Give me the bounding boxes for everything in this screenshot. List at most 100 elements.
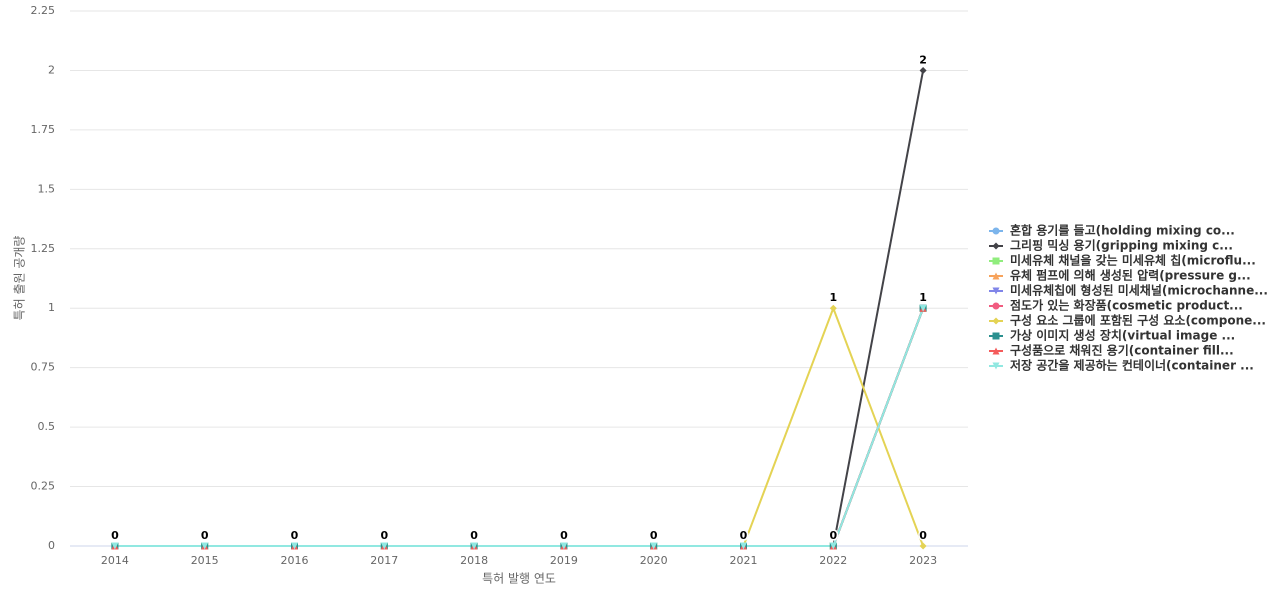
data-point [560, 542, 568, 550]
x-tick-label: 2023 [909, 554, 937, 567]
data-label: 0 [380, 529, 388, 542]
y-tick-label: 0.75 [31, 361, 56, 374]
data-label: 0 [650, 529, 658, 542]
data-point [470, 542, 478, 550]
data-label: 0 [470, 529, 478, 542]
data-label: 0 [380, 529, 388, 542]
data-label: 0 [560, 529, 568, 542]
data-label: 0 [201, 529, 209, 542]
data-label: 0 [560, 529, 568, 542]
data-point [291, 542, 298, 550]
y-tick-label: 2 [48, 63, 55, 76]
data-point [740, 542, 747, 550]
data-label: 0 [829, 529, 837, 542]
data-point [829, 542, 837, 550]
data-point [201, 542, 209, 550]
data-label: 0 [201, 529, 209, 542]
legend-item[interactable]: 그리핑 믹싱 용기(gripping mixing c... [989, 238, 1233, 253]
legend-label: 유체 펌프에 의해 생성된 압력(pressure g... [1010, 268, 1251, 283]
legend-item[interactable]: 가상 이미지 생성 장치(virtual image ... [989, 328, 1235, 343]
y-tick-label: 0.5 [38, 420, 56, 433]
y-tick-label: 1.5 [38, 182, 56, 195]
data-label: 0 [201, 529, 209, 542]
data-label: 0 [291, 529, 299, 542]
data-label: 0 [650, 529, 658, 542]
data-label: 0 [380, 529, 388, 542]
data-label: 0 [201, 529, 209, 542]
data-label: 0 [740, 529, 748, 542]
data-label: 0 [470, 529, 478, 542]
data-label: 0 [829, 529, 837, 542]
data-label: 0 [201, 529, 209, 542]
x-tick-label: 2022 [819, 554, 847, 567]
y-tick-label: 0 [48, 539, 55, 552]
legend-item[interactable]: 점도가 있는 화장품(cosmetic product... [989, 298, 1243, 313]
legend-label: 미세유체칩에 형성된 미세채널(microchanne... [1010, 283, 1268, 298]
legend-item[interactable]: 유체 펌프에 의해 생성된 압력(pressure g... [989, 268, 1251, 283]
data-label: 0 [560, 529, 568, 542]
legend-item[interactable]: 저장 공간을 제공하는 컨테이너(container ... [989, 358, 1254, 373]
data-label: 0 [650, 529, 658, 542]
data-label: 0 [111, 529, 119, 542]
data-label: 0 [829, 529, 837, 542]
legend-item[interactable]: 구성 요소 그룹에 포함된 구성 요소(compone... [989, 313, 1266, 328]
data-label: 1 [829, 291, 837, 304]
data-label: 1 [919, 291, 927, 304]
data-label: 1 [919, 291, 927, 304]
data-label: 0 [201, 529, 209, 542]
data-label: 0 [650, 529, 658, 542]
legend-marker [992, 242, 1000, 250]
data-label: 0 [291, 529, 299, 542]
data-label: 0 [291, 529, 299, 542]
data-label: 1 [919, 291, 927, 304]
y-tick-label: 0.25 [31, 480, 56, 493]
data-label: 0 [740, 529, 748, 542]
legend-item[interactable]: 혼합 용기를 들고(holding mixing co... [989, 223, 1235, 238]
legend-label: 미세유체 채널을 갖는 미세유체 칩(microflu... [1010, 253, 1256, 268]
data-label: 0 [560, 529, 568, 542]
legend-label: 가상 이미지 생성 장치(virtual image ... [1010, 328, 1235, 343]
data-label: 0 [829, 529, 837, 542]
legend-marker [992, 272, 1000, 280]
legend-item[interactable]: 미세유체 채널을 갖는 미세유체 칩(microflu... [989, 253, 1256, 268]
x-tick-label: 2016 [281, 554, 309, 567]
data-label: 0 [201, 529, 209, 542]
data-label: 1 [919, 291, 927, 304]
data-label: 0 [740, 529, 748, 542]
data-label: 0 [740, 529, 748, 542]
data-label: 0 [740, 529, 748, 542]
data-label: 0 [111, 529, 119, 542]
data-label: 0 [470, 529, 478, 542]
legend-marker [992, 302, 1000, 310]
data-label: 0 [650, 529, 658, 542]
data-label: 0 [740, 529, 748, 542]
legend-marker [992, 347, 1000, 355]
data-label: 0 [560, 529, 568, 542]
data-label: 1 [919, 291, 927, 304]
data-point [829, 304, 837, 312]
data-label: 0 [829, 529, 837, 542]
data-label: 0 [650, 529, 658, 542]
data-label: 0 [650, 529, 658, 542]
y-tick-label: 1.25 [31, 242, 56, 255]
data-label: 0 [380, 529, 388, 542]
data-label: 0 [291, 529, 299, 542]
data-label: 0 [740, 529, 748, 542]
data-label: 0 [740, 529, 748, 542]
data-label: 0 [470, 529, 478, 542]
data-label: 0 [560, 529, 568, 542]
legend-item[interactable]: 미세유체칩에 형성된 미세채널(microchanne... [989, 283, 1268, 298]
legend-item[interactable]: 구성품으로 채워진 용기(container fill... [989, 343, 1234, 358]
data-label: 0 [111, 529, 119, 542]
legend-label: 점도가 있는 화장품(cosmetic product... [1010, 298, 1243, 313]
x-axis-title: 특허 발행 연도 [482, 571, 556, 586]
data-point [380, 542, 388, 550]
data-label: 0 [740, 529, 748, 542]
data-point [919, 542, 927, 550]
data-label: 0 [470, 529, 478, 542]
data-label: 0 [111, 529, 119, 542]
x-tick-label: 2019 [550, 554, 578, 567]
y-axis-title: 특허 출원 공개량 [13, 236, 27, 321]
x-tick-label: 2018 [460, 554, 488, 567]
data-label: 0 [829, 529, 837, 542]
